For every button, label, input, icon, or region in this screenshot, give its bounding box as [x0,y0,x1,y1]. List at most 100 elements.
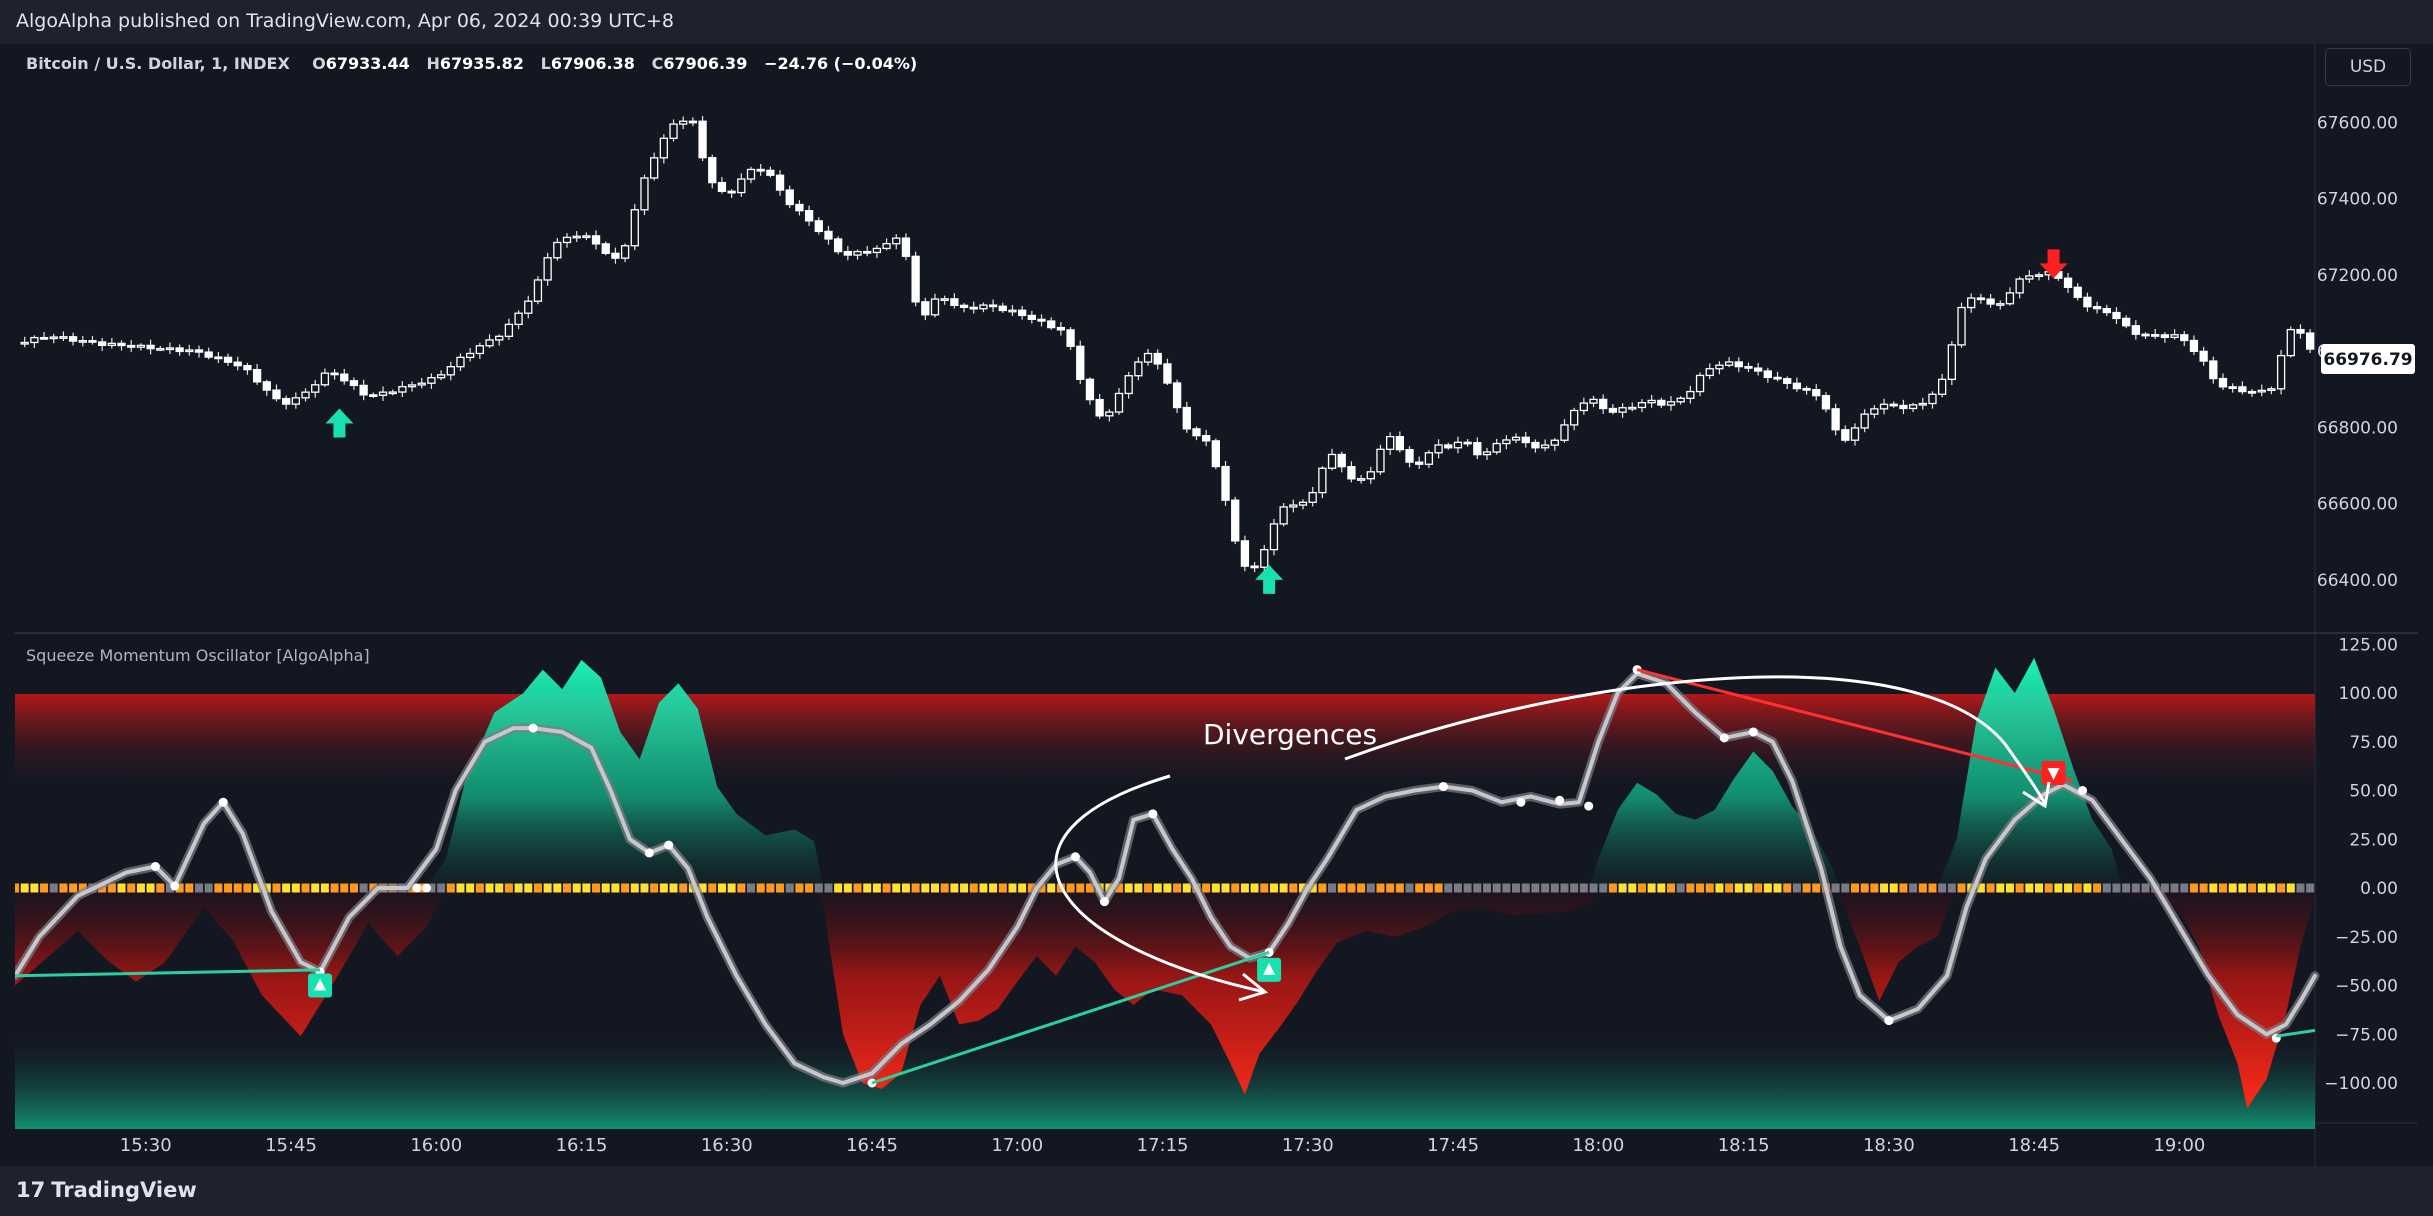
candle-body [495,335,504,341]
close-label: C [651,54,664,73]
candle-body [2151,334,2160,337]
candle-body [1850,427,1860,441]
squeeze-dot [679,883,688,893]
squeeze-dot [1851,883,1859,893]
tradingview-logo[interactable]: 17 TradingView [16,1178,197,1202]
bullish-divergence-line [15,968,321,978]
publish-header: AlgoAlpha published on TradingView.com, … [0,0,2433,44]
candle-body [1434,444,1443,454]
time-tick-label: 18:15 [1718,1135,1770,1156]
squeeze-dot [40,883,49,893]
candle-body [1492,442,1501,453]
price-tick-label: 67400.00 [2317,190,2398,210]
squeeze-dot [69,883,78,893]
candle-body [824,230,833,240]
candle-body [1938,378,1947,395]
oscillator-title[interactable]: Squeeze Momentum Oscillator [AlgoAlpha] [26,646,370,665]
candle-body [2015,278,2024,294]
symbol-legend[interactable]: Bitcoin / U.S. Dollar, 1, INDEX O67933.4… [26,54,917,73]
time-axis[interactable]: 15:30 15:45 16:00 16:15 16:30 16:45 17:00 17:15… [120,1135,2206,1156]
open-value: 67933.44 [325,54,410,73]
candle-body [1744,365,1753,369]
triangle-up-icon [314,978,327,991]
candle-body [930,298,940,316]
squeeze-dot [1541,883,1550,893]
candle-body [1366,471,1375,480]
candle-body [262,381,271,391]
candle-body [98,341,107,346]
tv-logo-icon: 17 [16,1178,46,1202]
squeeze-dot [2093,883,2102,893]
candle-body [20,341,29,345]
candle-body [1124,375,1133,395]
candle-body [514,312,523,326]
candle-body [882,243,891,250]
squeeze-dot [301,883,310,893]
pivot-point [170,881,180,891]
candle-body [756,168,765,172]
candle-body [349,380,359,387]
candle-body [601,243,610,254]
candle-body [1608,407,1618,413]
high-value: 67935.82 [439,54,524,73]
chart-canvas[interactable]: 67600.0067400.0067200.0067000.0066800.00… [15,44,2418,1166]
squeeze-dot [1434,883,1443,893]
pivot-point [1070,852,1080,862]
candle-body [1376,448,1385,473]
pivot-point [1099,897,1109,907]
squeeze-dot [2102,883,2111,893]
signal-line-group [15,665,2320,1088]
squeeze-dot [1415,883,1424,893]
squeeze-dot [1570,883,1579,893]
time-tick-label: 17:30 [1282,1135,1334,1156]
low-value: 67906.38 [550,54,635,73]
squeeze-dot [1357,883,1366,893]
symbol-name[interactable]: Bitcoin / U.S. Dollar, 1, INDEX [26,54,290,73]
candle-body [1540,444,1550,449]
squeeze-dot [282,883,291,893]
squeeze-dot [466,883,475,893]
squeeze-dot [1763,883,1772,893]
squeeze-dot [2015,883,2024,893]
time-tick-label: 15:30 [120,1135,172,1156]
candle-body [301,391,310,399]
candle-body [1163,363,1172,384]
candle-body [369,394,378,398]
candle-body [1318,467,1327,494]
squeeze-dot [204,883,213,893]
candle-body [872,247,882,254]
squeeze-dot [311,883,320,893]
squeeze-dot [543,883,552,893]
candle-body [853,250,862,256]
squeeze-dot [2209,883,2218,893]
open-label: O [312,54,326,73]
squeeze-dot [1405,883,1414,893]
squeeze-dot [611,883,620,893]
candle-body [2141,333,2150,337]
chart-area[interactable]: 67600.0067400.0067200.0067000.0066800.00… [15,44,2418,1166]
squeeze-dot [650,883,659,893]
currency-button[interactable]: USD [2325,48,2411,86]
momentum-bearish-area [15,888,2315,1109]
oscillator-axis[interactable]: 125.00 100.00 75.00 50.00 25.00 0.00 −25.00 −50… [2324,635,2398,1094]
oscillator-tick-label: 50.00 [2349,782,2398,802]
candle-body [1221,465,1230,501]
candle-body [901,237,911,257]
squeeze-dot [2073,883,2082,893]
candle-body [340,373,349,382]
price-tick-label: 66400.00 [2317,571,2398,591]
squeeze-dot [1153,883,1162,893]
squeeze-dot [872,883,881,893]
candle-body [1260,548,1269,568]
candle-body [417,382,426,386]
squeeze-dot [427,883,436,893]
squeeze-dot [1608,883,1617,893]
candle-body [2286,328,2295,357]
candle-body [1202,435,1211,442]
candle-body [2296,328,2305,334]
candle-body [2092,306,2102,310]
pivot-point [644,848,654,858]
squeeze-dot [892,883,901,893]
candle-body [2267,388,2276,392]
candle-body [1473,442,1482,456]
